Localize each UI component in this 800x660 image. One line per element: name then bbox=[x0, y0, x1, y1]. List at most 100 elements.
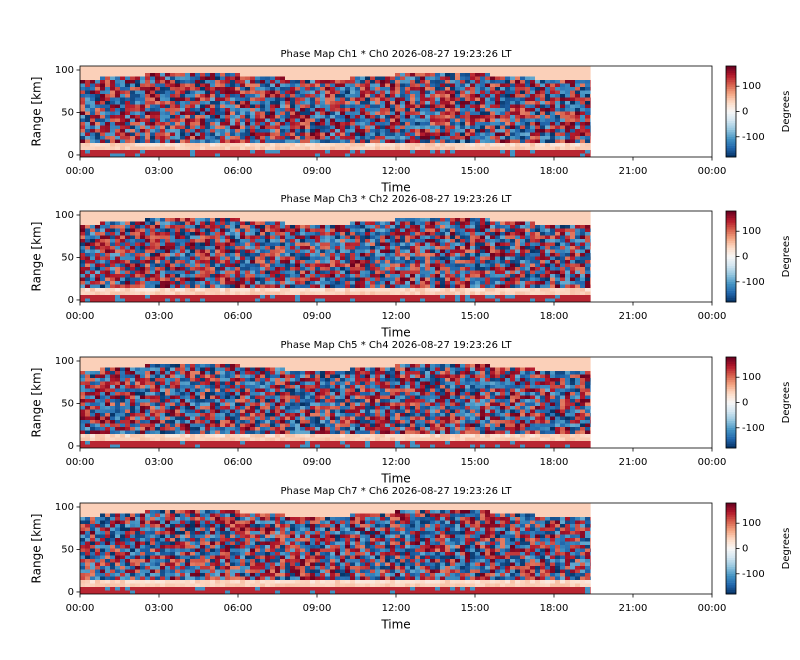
heatmap-cell bbox=[110, 211, 115, 215]
heatmap-cell bbox=[250, 115, 255, 119]
heatmap-cell bbox=[250, 90, 255, 94]
heatmap-cell bbox=[485, 214, 490, 218]
colorbar-tick-label: 0 bbox=[742, 107, 748, 118]
heatmap-cell bbox=[550, 239, 555, 243]
heatmap-cell bbox=[100, 97, 105, 101]
heatmap-cell bbox=[215, 83, 220, 87]
heatmap-cell bbox=[300, 69, 305, 73]
heatmap-cell bbox=[380, 274, 385, 278]
heatmap-cell bbox=[215, 132, 220, 136]
heatmap-cell bbox=[395, 66, 400, 70]
heatmap-cell bbox=[270, 270, 275, 274]
heatmap-cell bbox=[290, 83, 295, 87]
heatmap-cell bbox=[195, 108, 200, 112]
heatmap-cell bbox=[405, 218, 410, 222]
heatmap-cell bbox=[450, 73, 455, 77]
heatmap-cell bbox=[250, 129, 255, 133]
heatmap-cell bbox=[540, 150, 545, 154]
heatmap-cell bbox=[505, 246, 510, 250]
heatmap-cell bbox=[500, 146, 505, 150]
heatmap-cell bbox=[310, 284, 315, 288]
heatmap-cell bbox=[425, 211, 430, 215]
heatmap-cell bbox=[260, 66, 265, 70]
heatmap-cell bbox=[145, 153, 150, 157]
heatmap-cell bbox=[270, 232, 275, 236]
heatmap-cell bbox=[465, 115, 470, 119]
heatmap-cell bbox=[145, 101, 150, 105]
heatmap-cell bbox=[515, 260, 520, 264]
heatmap-cell bbox=[550, 274, 555, 278]
heatmap-cell bbox=[170, 111, 175, 115]
heatmap-cell bbox=[585, 118, 590, 122]
heatmap-cell bbox=[85, 214, 90, 218]
heatmap-cell bbox=[570, 239, 575, 243]
heatmap-cell bbox=[195, 270, 200, 274]
heatmap-cell bbox=[300, 104, 305, 108]
heatmap-cell bbox=[135, 118, 140, 122]
heatmap-cell bbox=[135, 225, 140, 229]
y-tick-label: 50 bbox=[61, 107, 74, 118]
heatmap-cell bbox=[300, 108, 305, 112]
heatmap-cell bbox=[155, 143, 160, 147]
heatmap-cell bbox=[455, 246, 460, 250]
heatmap-cell bbox=[565, 267, 570, 271]
heatmap-cell bbox=[140, 115, 145, 119]
heatmap-cell bbox=[370, 239, 375, 243]
heatmap-cell bbox=[460, 94, 465, 98]
heatmap-cell bbox=[525, 267, 530, 271]
heatmap-cell bbox=[365, 94, 370, 98]
heatmap-cell bbox=[550, 104, 555, 108]
heatmap-cell bbox=[340, 267, 345, 271]
heatmap-cell bbox=[420, 83, 425, 87]
heatmap-cell bbox=[585, 143, 590, 147]
heatmap-cell bbox=[205, 83, 210, 87]
heatmap-cell bbox=[560, 90, 565, 94]
heatmap-cell bbox=[280, 150, 285, 154]
heatmap-cell bbox=[240, 246, 245, 250]
heatmap-cell bbox=[430, 101, 435, 105]
heatmap-cell bbox=[285, 101, 290, 105]
heatmap-cell bbox=[80, 87, 85, 91]
heatmap-cell bbox=[320, 277, 325, 281]
heatmap-cell bbox=[565, 80, 570, 84]
heatmap-cell bbox=[255, 249, 260, 253]
heatmap-cell bbox=[570, 281, 575, 285]
heatmap-cell bbox=[210, 228, 215, 232]
heatmap-cell bbox=[275, 211, 280, 215]
heatmap-cell bbox=[565, 253, 570, 257]
heatmap-cell bbox=[250, 153, 255, 157]
heatmap-cell bbox=[360, 270, 365, 274]
heatmap-cell bbox=[555, 221, 560, 225]
heatmap-cell bbox=[235, 146, 240, 150]
heatmap-cell bbox=[170, 101, 175, 105]
heatmap-cell bbox=[385, 246, 390, 250]
heatmap-cell bbox=[190, 263, 195, 267]
heatmap-cell bbox=[410, 108, 415, 112]
heatmap-cell bbox=[530, 97, 535, 101]
heatmap-cell bbox=[425, 146, 430, 150]
heatmap-cell bbox=[460, 218, 465, 222]
heatmap-cell bbox=[515, 153, 520, 157]
heatmap-cell bbox=[115, 108, 120, 112]
heatmap-cell bbox=[350, 97, 355, 101]
heatmap-cell bbox=[525, 129, 530, 133]
heatmap-cell bbox=[475, 221, 480, 225]
heatmap-cell bbox=[120, 101, 125, 105]
heatmap-cell bbox=[410, 221, 415, 225]
heatmap-cell bbox=[110, 115, 115, 119]
heatmap-cell bbox=[200, 221, 205, 225]
heatmap-cell bbox=[330, 263, 335, 267]
heatmap-cell bbox=[580, 118, 585, 122]
heatmap-cell bbox=[165, 118, 170, 122]
heatmap-cell bbox=[245, 228, 250, 232]
heatmap-cell bbox=[120, 225, 125, 229]
heatmap-cell bbox=[210, 90, 215, 94]
heatmap-cell bbox=[315, 125, 320, 129]
heatmap-cell bbox=[560, 218, 565, 222]
heatmap-cell bbox=[390, 256, 395, 260]
heatmap-cell bbox=[270, 228, 275, 232]
heatmap-cell bbox=[440, 94, 445, 98]
heatmap-cell bbox=[550, 129, 555, 133]
heatmap-cell bbox=[165, 66, 170, 70]
heatmap-cell bbox=[275, 218, 280, 222]
